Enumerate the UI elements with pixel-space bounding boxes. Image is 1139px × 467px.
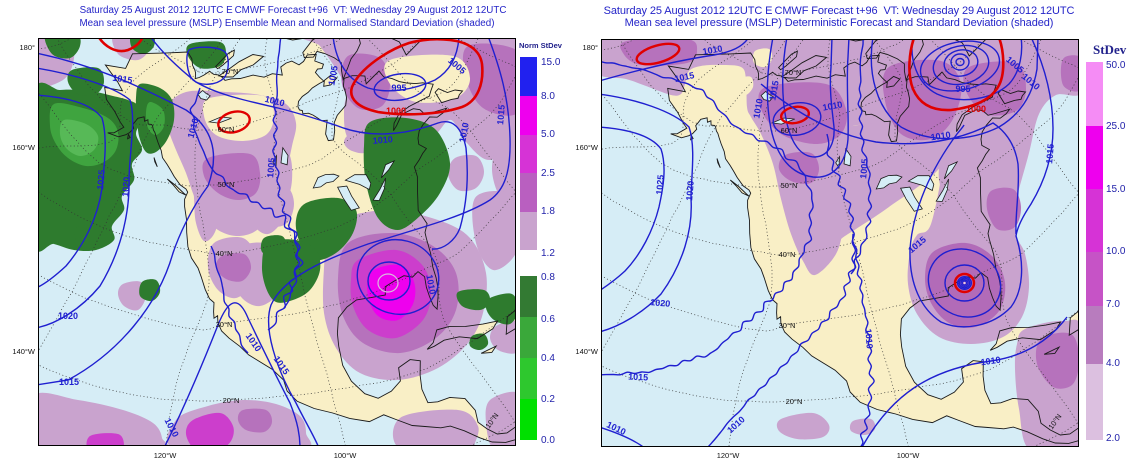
svg-text:1010: 1010 xyxy=(863,328,875,349)
svg-text:1015: 1015 xyxy=(112,73,133,86)
svg-text:30°N: 30°N xyxy=(779,321,796,330)
svg-text:20°N: 20°N xyxy=(786,397,803,406)
svg-text:40°N: 40°N xyxy=(779,250,796,259)
svg-text:1020: 1020 xyxy=(120,176,132,197)
svg-text:1010: 1010 xyxy=(457,122,470,143)
svg-text:1015: 1015 xyxy=(59,377,79,387)
svg-text:1010: 1010 xyxy=(980,355,1001,368)
svg-text:1015: 1015 xyxy=(495,104,507,125)
svg-text:1010: 1010 xyxy=(264,94,286,109)
svg-text:60°N: 60°N xyxy=(218,125,235,134)
svg-text:1010: 1010 xyxy=(822,99,843,112)
svg-text:1015: 1015 xyxy=(628,371,649,382)
svg-text:1010: 1010 xyxy=(424,274,437,295)
svg-text:1010: 1010 xyxy=(930,130,951,143)
svg-text:1015: 1015 xyxy=(674,70,696,84)
svg-text:1010: 1010 xyxy=(702,43,723,56)
svg-text:1000: 1000 xyxy=(386,106,406,116)
svg-text:20°N: 20°N xyxy=(223,396,240,405)
svg-text:70°N: 70°N xyxy=(785,68,802,77)
svg-text:70°N: 70°N xyxy=(222,67,239,76)
svg-text:1005: 1005 xyxy=(265,157,277,178)
svg-text:50°N: 50°N xyxy=(781,181,798,190)
svg-text:30°N: 30°N xyxy=(216,320,233,329)
svg-text:1015: 1015 xyxy=(767,80,780,101)
svg-text:995: 995 xyxy=(391,83,406,93)
svg-text:1010: 1010 xyxy=(751,98,764,119)
svg-text:60°N: 60°N xyxy=(781,126,798,135)
svg-text:1015: 1015 xyxy=(1044,143,1056,164)
svg-text:1020: 1020 xyxy=(650,297,671,309)
svg-text:1020: 1020 xyxy=(58,311,78,321)
svg-text:50°N: 50°N xyxy=(218,180,235,189)
svg-text:1005: 1005 xyxy=(326,65,339,86)
svg-text:1000: 1000 xyxy=(966,104,986,114)
svg-text:40°N: 40°N xyxy=(216,249,233,258)
svg-text:995: 995 xyxy=(955,84,970,94)
svg-text:1020: 1020 xyxy=(684,180,696,201)
svg-text:1010: 1010 xyxy=(372,134,393,146)
svg-text:1025: 1025 xyxy=(654,174,666,195)
svg-text:1025: 1025 xyxy=(95,169,107,190)
svg-text:1005: 1005 xyxy=(858,158,870,179)
